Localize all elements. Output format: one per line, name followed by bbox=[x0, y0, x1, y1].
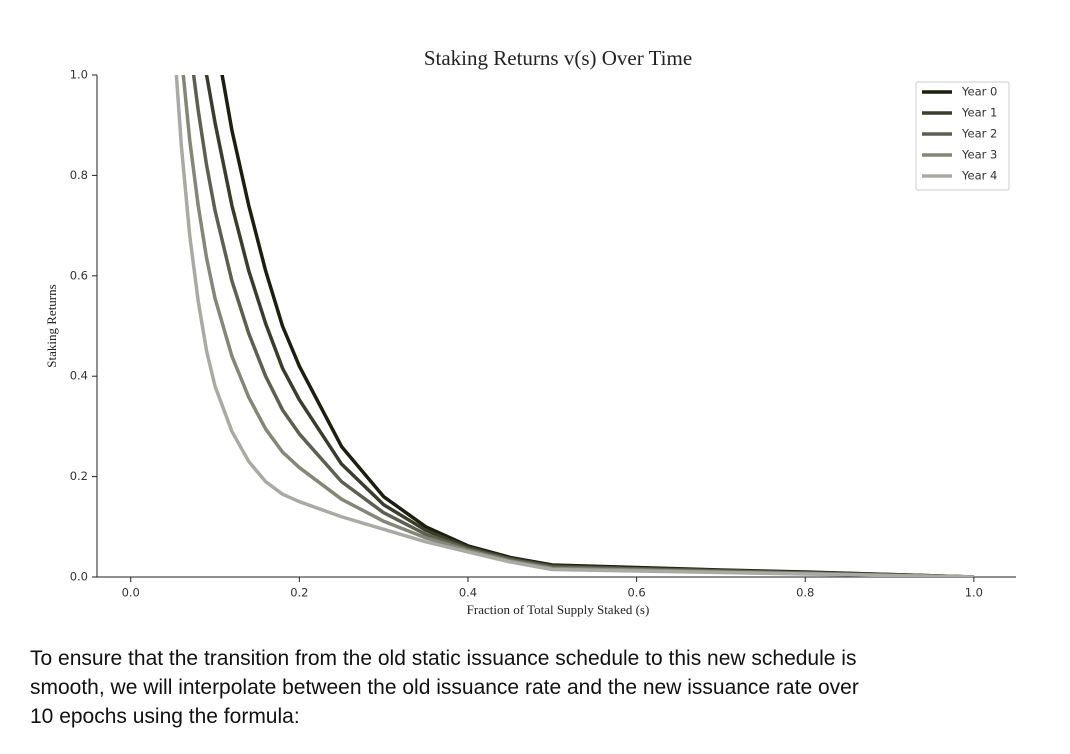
legend-label: Year 2 bbox=[961, 127, 997, 141]
plot-area bbox=[174, 75, 974, 577]
legend-box bbox=[915, 81, 1010, 191]
line-series bbox=[174, 75, 974, 577]
y-axis-label: Staking Returns bbox=[44, 284, 59, 367]
legend-label: Year 4 bbox=[961, 169, 997, 183]
x-tick-label: 0.4 bbox=[459, 586, 477, 600]
y-tick-label: 0.0 bbox=[70, 570, 88, 584]
legend-label: Year 1 bbox=[961, 106, 997, 120]
y-tick-label: 0.2 bbox=[70, 469, 88, 483]
line-series bbox=[204, 75, 974, 577]
legend-label: Year 0 bbox=[961, 85, 997, 99]
x-tick-label: 0.8 bbox=[796, 586, 814, 600]
line-series bbox=[220, 75, 974, 577]
y-tick-label: 0.4 bbox=[70, 369, 88, 383]
x-tick-label: 0.6 bbox=[627, 586, 645, 600]
chart: Staking Returns v(s) Over Time Fraction … bbox=[44, 46, 1016, 617]
x-tick-label: 1.0 bbox=[965, 586, 983, 600]
x-tick-label: 0.2 bbox=[290, 586, 308, 600]
legend-label: Year 3 bbox=[961, 148, 997, 162]
line-series bbox=[191, 75, 974, 577]
paragraph: To ensure that the transition from the o… bbox=[30, 647, 859, 728]
y-tick-label: 0.6 bbox=[70, 268, 88, 282]
y-tick-label: 0.8 bbox=[70, 168, 88, 182]
y-tick-label: 1.0 bbox=[70, 68, 88, 82]
x-tick-label: 0.0 bbox=[122, 586, 140, 600]
chart-title: Staking Returns v(s) Over Time bbox=[424, 46, 692, 70]
line-series bbox=[181, 75, 974, 577]
x-axis-label: Fraction of Total Supply Staked (s) bbox=[467, 602, 650, 617]
